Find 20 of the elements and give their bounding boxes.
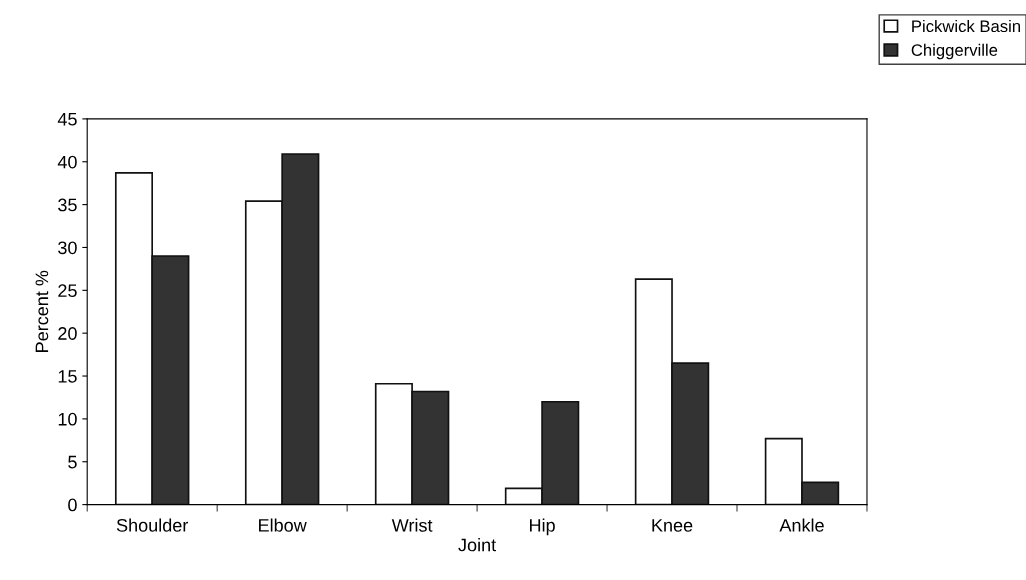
x-tick-label: Knee	[652, 519, 693, 532]
y-tick-label: 25	[58, 284, 77, 298]
y-tick-label: 45	[57, 113, 77, 126]
x-tick-label: Ankle	[779, 518, 824, 532]
legend-label: Pickwick Basin	[912, 19, 1020, 33]
y-tick-label: 30	[58, 241, 77, 255]
y-tick-label: 5	[68, 455, 77, 469]
y-tick-label: 40	[57, 155, 77, 169]
x-tick-label: Hip	[530, 518, 555, 536]
legend-label: Chiggerville	[911, 43, 998, 60]
x-tick-label: Wrist	[391, 518, 433, 532]
y-tick-label: 0	[68, 498, 77, 512]
x-axis-title: Joint	[458, 538, 497, 552]
y-tick-label: 15	[58, 370, 77, 383]
y-tick-label: 20	[58, 327, 77, 340]
y-axis-title: Percent %	[35, 270, 49, 352]
y-tick-label: 10	[58, 412, 77, 426]
y-tick-label: 35	[58, 198, 77, 212]
x-tick-label: Elbow	[259, 518, 307, 532]
x-tick-label: Shoulder	[116, 518, 189, 532]
